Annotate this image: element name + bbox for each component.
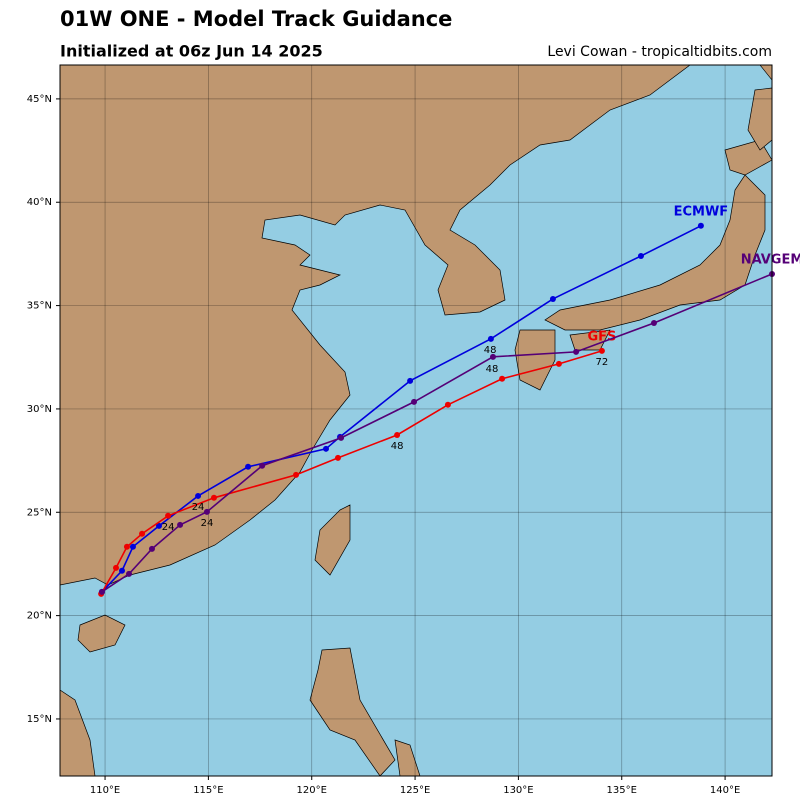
x-tick-label: 140°E bbox=[710, 785, 740, 796]
track-line bbox=[101, 273, 773, 593]
track-point bbox=[573, 348, 580, 355]
track-point bbox=[126, 570, 133, 577]
track-point bbox=[549, 295, 556, 302]
y-tick-label: 15°N bbox=[27, 714, 52, 725]
track-point bbox=[407, 377, 414, 384]
track-point bbox=[598, 347, 605, 354]
track-point bbox=[98, 588, 105, 595]
track-name: GFS bbox=[587, 329, 616, 344]
land bbox=[60, 65, 772, 776]
x-tick-label: 120°E bbox=[297, 785, 327, 796]
track-point bbox=[394, 431, 401, 438]
hour-label: 24 bbox=[162, 522, 175, 533]
track-point bbox=[195, 492, 202, 499]
track-point bbox=[499, 375, 506, 382]
credit: Levi Cowan - tropicaltidbits.com bbox=[547, 44, 772, 60]
track-point bbox=[487, 335, 494, 342]
track-point bbox=[177, 521, 184, 528]
x-tick-label: 135°E bbox=[607, 785, 637, 796]
y-tick-label: 40°N bbox=[27, 197, 52, 208]
chart-title: 01W ONE - Model Track Guidance bbox=[60, 7, 452, 31]
track-point bbox=[129, 543, 136, 550]
hour-label: 48 bbox=[484, 345, 497, 356]
y-tick-label: 30°N bbox=[27, 404, 52, 415]
track-name: NAVGEM bbox=[741, 252, 800, 267]
map-frame bbox=[59, 64, 773, 777]
track-point bbox=[155, 522, 162, 529]
x-tick-label: 110°E bbox=[90, 785, 120, 796]
hour-label: 24 bbox=[201, 518, 214, 529]
track-point bbox=[210, 494, 217, 501]
x-tick-label: 125°E bbox=[400, 785, 430, 796]
x-tick-label: 115°E bbox=[193, 785, 223, 796]
track-point bbox=[555, 360, 562, 367]
track-point bbox=[637, 252, 644, 259]
track-point bbox=[697, 222, 704, 229]
y-tick-label: 45°N bbox=[27, 94, 52, 105]
x-tick-label: 130°E bbox=[503, 785, 533, 796]
track-point bbox=[411, 398, 418, 405]
track-point bbox=[322, 445, 329, 452]
hour-label: 48 bbox=[486, 364, 499, 375]
hour-label: 24 bbox=[192, 502, 205, 513]
track-point bbox=[148, 545, 155, 552]
track-point bbox=[650, 319, 657, 326]
track-point bbox=[489, 353, 496, 360]
y-tick-label: 25°N bbox=[27, 507, 52, 518]
track-point bbox=[293, 471, 300, 478]
track-point bbox=[139, 530, 146, 537]
y-tick-label: 35°N bbox=[27, 301, 52, 312]
track-point bbox=[444, 401, 451, 408]
track-name: ECMWF bbox=[674, 204, 729, 219]
track-point bbox=[203, 508, 210, 515]
track-point bbox=[113, 564, 120, 571]
hour-label: 72 bbox=[596, 357, 609, 368]
track-point bbox=[334, 454, 341, 461]
track-point bbox=[245, 463, 252, 470]
track-point bbox=[338, 434, 345, 441]
track-point bbox=[123, 543, 130, 550]
track-point bbox=[165, 512, 172, 519]
y-tick-label: 20°N bbox=[27, 611, 52, 622]
hour-label: 48 bbox=[391, 441, 404, 452]
chart-subtitle: Initialized at 06z Jun 14 2025 bbox=[60, 42, 323, 61]
track-point bbox=[119, 567, 126, 574]
track-point bbox=[259, 462, 266, 469]
